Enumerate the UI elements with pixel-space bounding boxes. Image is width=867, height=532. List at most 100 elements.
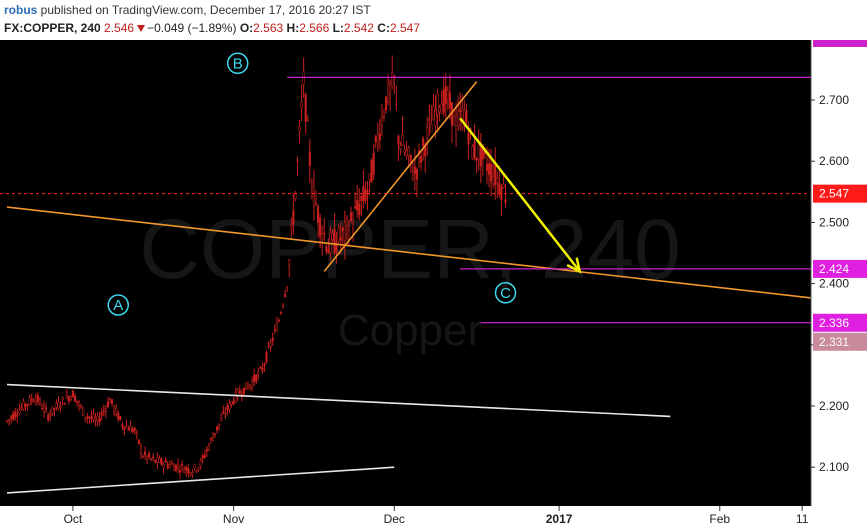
candle-body bbox=[492, 176, 495, 184]
publish-info: robus published on TradingView.com, Dece… bbox=[4, 3, 371, 17]
axis-top-marker bbox=[813, 40, 867, 47]
candle-body bbox=[197, 467, 200, 470]
time-axis-panel bbox=[0, 506, 811, 532]
candle-body bbox=[337, 227, 340, 242]
candle-body bbox=[436, 93, 439, 115]
candle-body bbox=[176, 464, 180, 468]
candle-body bbox=[84, 416, 87, 419]
candle-body bbox=[424, 146, 427, 157]
candle-body bbox=[430, 123, 433, 133]
candle-body bbox=[352, 223, 355, 229]
candle-body bbox=[224, 412, 227, 415]
candle-body bbox=[152, 456, 155, 459]
trend-line-orange bbox=[6, 206, 815, 300]
candle-body bbox=[277, 320, 280, 322]
candle-body bbox=[18, 410, 21, 414]
price-tag-label: 2.331 bbox=[819, 335, 849, 349]
y-tick-label: 2.700 bbox=[819, 93, 849, 107]
candle-body bbox=[292, 210, 295, 225]
candle-body bbox=[174, 464, 177, 471]
chart-canvas[interactable]: COPPER, 240 Copper ABC 2.1002.2002.3002.… bbox=[0, 40, 867, 532]
time-axis[interactable]: Oct Nov Dec 2017 Feb 11 bbox=[0, 506, 811, 532]
watermark-name: Copper bbox=[338, 306, 482, 355]
candle-body bbox=[345, 218, 348, 226]
candle-body bbox=[40, 408, 44, 410]
candle-body bbox=[71, 390, 74, 398]
candle-body bbox=[191, 472, 194, 475]
candle-body bbox=[455, 116, 458, 134]
candle-body bbox=[172, 465, 175, 471]
candle-body bbox=[166, 464, 169, 468]
candle-body bbox=[415, 168, 418, 180]
candle-body bbox=[156, 457, 159, 464]
candle-body bbox=[333, 229, 336, 255]
candle-body bbox=[183, 469, 186, 474]
candle-body bbox=[496, 178, 499, 183]
candle-body bbox=[376, 133, 379, 143]
candle-body bbox=[226, 405, 229, 411]
projection-arrow bbox=[459, 117, 581, 273]
candle-body bbox=[90, 416, 93, 419]
candle-body bbox=[69, 396, 72, 400]
candle-body bbox=[366, 189, 369, 193]
candle-body bbox=[382, 115, 386, 118]
candle-body bbox=[286, 286, 289, 289]
candle-body bbox=[242, 387, 245, 395]
candle-body bbox=[195, 470, 198, 472]
candle-body bbox=[53, 407, 56, 410]
candle-body bbox=[465, 110, 468, 123]
candle-body bbox=[378, 133, 381, 141]
y-tick-label: 2.400 bbox=[819, 277, 849, 291]
candle-body bbox=[457, 110, 460, 126]
candle-body bbox=[407, 147, 410, 156]
candle-body bbox=[51, 406, 54, 414]
candle-body bbox=[94, 418, 97, 421]
candle-body bbox=[150, 458, 153, 460]
candle-body bbox=[335, 242, 338, 252]
candle-body bbox=[364, 190, 367, 201]
candle-body bbox=[49, 413, 52, 417]
candle-body bbox=[67, 396, 70, 402]
candle-body bbox=[438, 107, 441, 113]
candle-body bbox=[290, 224, 293, 229]
down-arrow-icon bbox=[137, 25, 146, 33]
candle-body bbox=[504, 199, 507, 203]
candle-body bbox=[73, 395, 77, 402]
symbol-label[interactable]: FX:COPPER, 240 bbox=[4, 21, 101, 35]
candle-body bbox=[22, 400, 25, 410]
x-tick-label: Oct bbox=[64, 512, 83, 526]
candle-body bbox=[127, 428, 130, 431]
last-price: 2.546 bbox=[104, 21, 135, 35]
candle-body bbox=[389, 84, 392, 92]
candle-body bbox=[98, 418, 101, 423]
candle-body bbox=[129, 425, 132, 433]
price-axis[interactable]: 2.1002.2002.3002.4002.5002.6002.7002.547… bbox=[810, 40, 867, 532]
candle-body bbox=[259, 366, 262, 369]
candle-body bbox=[269, 342, 272, 347]
candle-body bbox=[205, 448, 208, 452]
candle-body bbox=[119, 416, 122, 420]
candle-body bbox=[10, 416, 13, 419]
candle-body bbox=[261, 367, 264, 372]
candle-body bbox=[222, 411, 225, 414]
candle-body bbox=[490, 163, 493, 182]
candle-body bbox=[86, 416, 89, 419]
candle-body bbox=[502, 184, 505, 188]
candle-body bbox=[401, 134, 404, 146]
candle-body bbox=[203, 455, 206, 458]
candle-body bbox=[304, 94, 307, 122]
candle-body bbox=[479, 142, 482, 167]
author-link[interactable]: robus bbox=[4, 3, 38, 17]
candle-body bbox=[452, 111, 456, 126]
candle-body bbox=[108, 399, 112, 404]
candle-body bbox=[209, 438, 212, 440]
drawings-layer bbox=[0, 76, 815, 494]
candle-body bbox=[57, 401, 60, 409]
candle-body bbox=[218, 423, 221, 426]
candle-body bbox=[399, 145, 402, 150]
candle-body bbox=[354, 206, 357, 208]
candle-body bbox=[312, 185, 315, 206]
candle-body bbox=[411, 175, 414, 180]
candle-body bbox=[143, 451, 147, 456]
candle-body bbox=[467, 132, 470, 145]
